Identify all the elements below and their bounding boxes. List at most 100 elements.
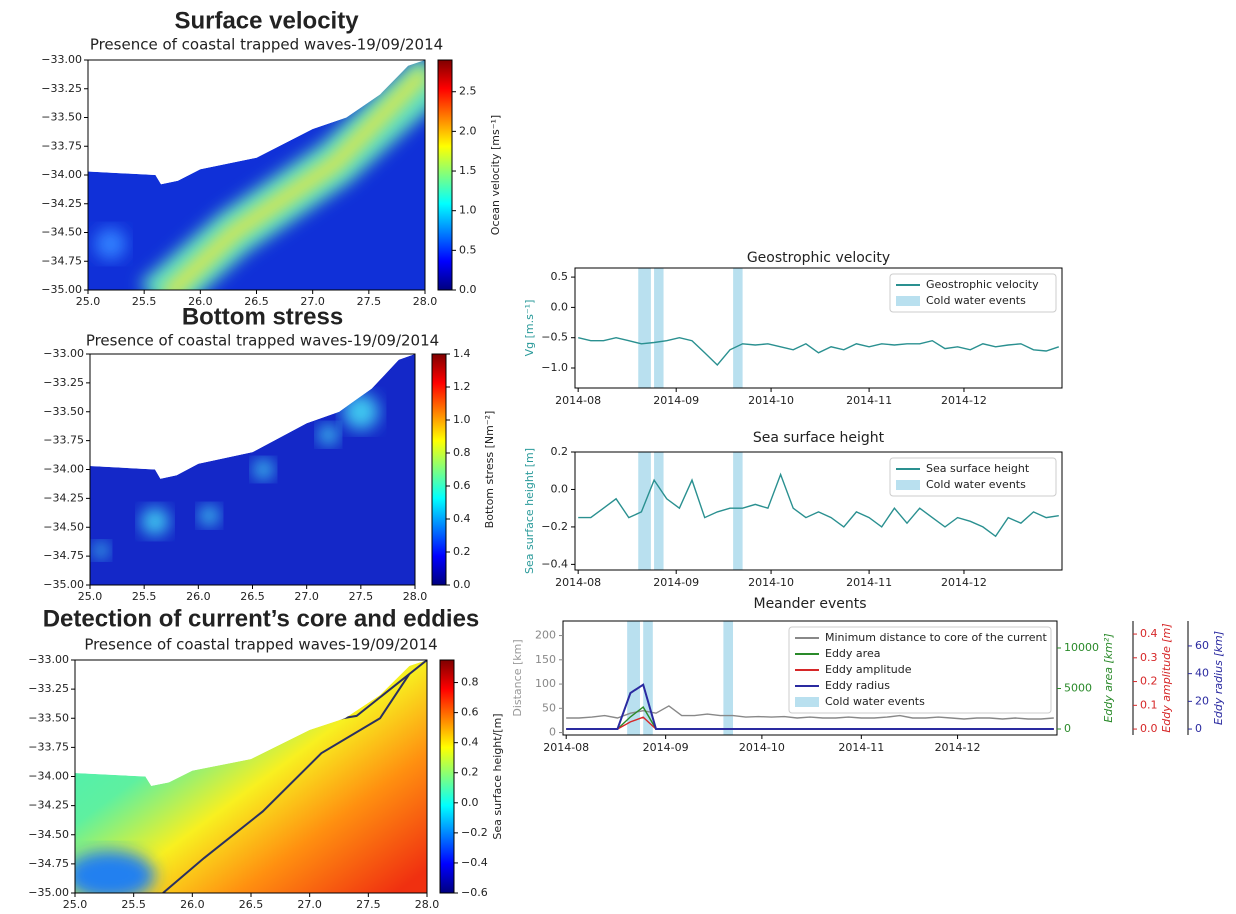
y-tick-label: −34.75 (43, 549, 84, 562)
legend-box (889, 457, 1057, 497)
y-tick-label: −34.25 (43, 491, 84, 504)
chart-title: Sea surface height (753, 430, 885, 446)
x-tick-label: 28.0 (413, 295, 438, 308)
colorbar-tick-label: 0.6 (461, 706, 479, 719)
legend-label: Cold water events (825, 695, 925, 708)
legend-label: Sea surface height (926, 462, 1030, 475)
y-tick-label: −33.00 (43, 347, 84, 360)
colorbar-tick-label: −0.4 (461, 856, 488, 869)
x-tick-label: 28.0 (403, 590, 428, 603)
colorbar (431, 353, 447, 586)
colorbar-tick-label: 2.0 (459, 124, 477, 137)
y-tick-label: −33.75 (43, 434, 84, 447)
y-tick-label: −34.75 (41, 254, 82, 267)
y-tick-label: 0.2 (551, 445, 569, 458)
event-band (654, 452, 664, 570)
field-blob (94, 228, 127, 260)
chart-title: Geostrophic velocity (747, 250, 890, 266)
y-tick-label: 0 (1064, 722, 1071, 735)
event-band (733, 452, 743, 570)
x-tick-label: 2014-10 (748, 394, 794, 407)
axis-label: Vg [m.s⁻¹] (523, 300, 536, 357)
x-tick-label: 26.5 (240, 590, 265, 603)
legend-swatch (795, 697, 819, 707)
field-blob (141, 507, 169, 536)
y-tick-label: −34.50 (43, 520, 84, 533)
event-band (638, 452, 651, 570)
colorbar-tick-label: 1.5 (459, 164, 477, 177)
field-core (161, 66, 425, 290)
event-band (638, 268, 651, 388)
map-title: Surface velocity (174, 7, 359, 34)
y-tick-label: −33.25 (43, 376, 84, 389)
field-blob (318, 424, 339, 445)
y-tick-label: −35.00 (28, 886, 69, 899)
map-subtitle: Presence of coastal trapped waves-19/09/… (84, 636, 437, 654)
y-tick-label: 0 (1195, 722, 1202, 735)
x-tick-label: 25.5 (132, 295, 157, 308)
event-band (654, 268, 664, 388)
x-tick-label: 27.5 (356, 898, 381, 911)
x-tick-label: 2014-09 (653, 394, 699, 407)
x-tick-label: 2014-08 (555, 394, 601, 407)
y-tick-label: 0.5 (551, 270, 569, 283)
colorbar-label: Sea surface height/[m] (491, 713, 504, 839)
x-tick-label: 26.0 (188, 295, 213, 308)
axes-frame (574, 267, 1063, 389)
y-tick-label: 0.2 (1140, 675, 1158, 688)
contour (162, 673, 411, 893)
colorbar-tick-label: 0.2 (453, 545, 471, 558)
x-tick-label: 27.5 (357, 295, 382, 308)
colorbar-label: Ocean velocity [ms⁻¹] (489, 115, 502, 235)
colorbar-tick-label: 0.8 (453, 446, 471, 459)
colorbar-tick-label: −0.2 (461, 826, 488, 839)
colorbar-tick-label: 1.0 (459, 204, 477, 217)
x-tick-label: 27.0 (297, 898, 322, 911)
y-tick-label: 0.0 (551, 300, 569, 313)
y-tick-label: 60 (1195, 639, 1209, 652)
y-tick-label: 40 (1195, 667, 1209, 680)
colorbar-tick-label: 0.5 (459, 243, 477, 256)
field-base (75, 660, 427, 893)
x-tick-label: 26.5 (244, 295, 269, 308)
x-tick-label: 2014-11 (846, 576, 892, 589)
y-tick-label: −34.25 (41, 197, 82, 210)
y-tick-label: −34.75 (28, 857, 69, 870)
x-tick-label: 25.5 (121, 898, 146, 911)
y-tick-label: −33.75 (28, 740, 69, 753)
axis-label: Sea surface height [m] (523, 448, 536, 574)
field-base (90, 354, 415, 585)
y-tick-label: 150 (535, 653, 556, 666)
legend-label: Minimum distance to core of the current (825, 631, 1047, 644)
field-blob (253, 459, 274, 480)
field (75, 660, 427, 893)
field (90, 354, 415, 585)
colorbar-tick-label: 2.5 (459, 85, 477, 98)
colorbar-tick-label: 0.2 (461, 766, 479, 779)
colorbar (437, 59, 453, 291)
y-tick-label: −35.00 (41, 283, 82, 296)
x-tick-label: 27.0 (294, 590, 319, 603)
y-tick-label: −33.50 (41, 111, 82, 124)
y-tick-label: −33.25 (41, 82, 82, 95)
y-tick-label: 0 (549, 726, 556, 739)
y-tick-label: −0.5 (541, 331, 568, 344)
colorbar-label: Bottom stress [Nm⁻²] (483, 411, 496, 529)
legend-label: Cold water events (926, 294, 1026, 307)
colorbar-tick-label: 0.0 (459, 283, 477, 296)
field-base (88, 60, 425, 290)
y-tick-label: 5000 (1064, 681, 1092, 694)
y-tick-label: −35.00 (43, 578, 84, 591)
colorbar-tick-label: 0.6 (453, 479, 471, 492)
event-band (723, 621, 734, 735)
chart-title: Meander events (753, 596, 866, 612)
x-tick-label: 2014-12 (935, 741, 981, 754)
y-tick-label: −33.75 (41, 139, 82, 152)
colorbar (439, 659, 455, 894)
map-subtitle: Presence of coastal trapped waves-19/09/… (86, 332, 439, 350)
field-blob (199, 505, 220, 526)
legend-box (889, 273, 1057, 313)
y-tick-label: −1.0 (541, 361, 568, 374)
x-tick-label: 2014-08 (555, 576, 601, 589)
